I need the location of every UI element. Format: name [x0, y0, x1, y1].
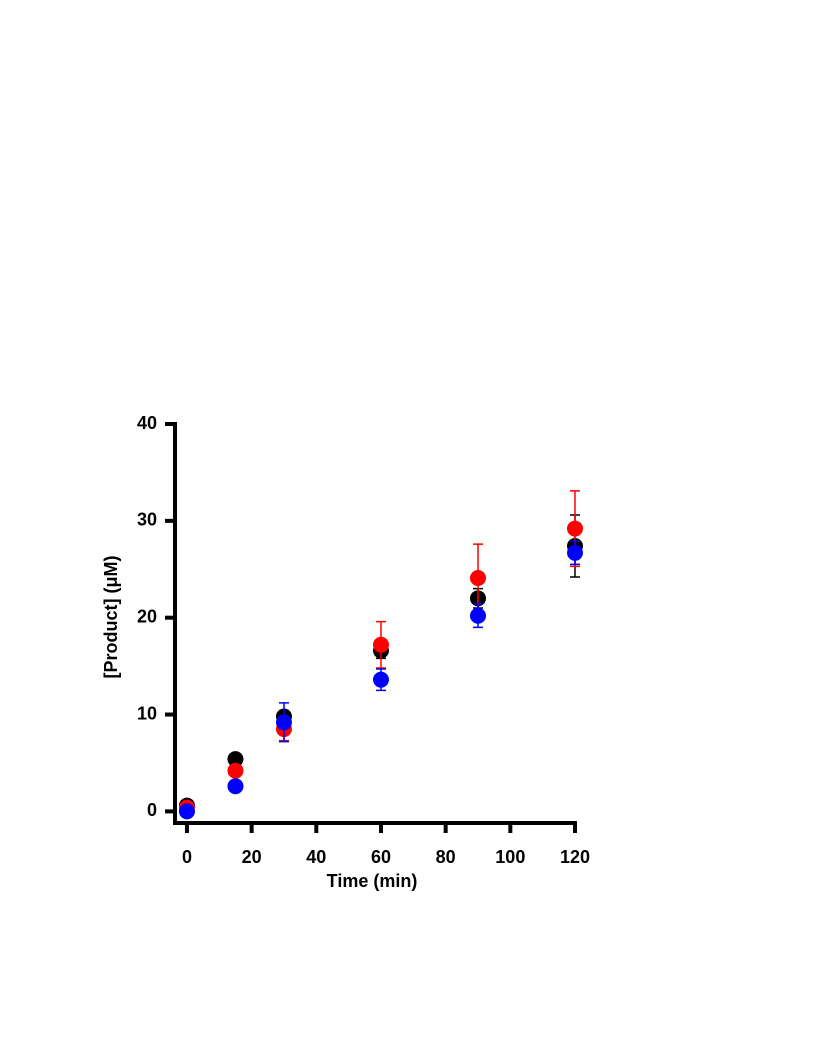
x-tick-label: 100	[495, 847, 525, 867]
point	[372, 671, 389, 688]
x-axis-label: Time (min)	[327, 871, 418, 891]
x-tick-label: 120	[560, 847, 590, 867]
point	[372, 636, 389, 653]
point	[227, 778, 244, 795]
point	[178, 803, 195, 820]
y-tick-label: 0	[147, 800, 157, 820]
x-tick-label: 60	[371, 847, 391, 867]
x-tick-label: 80	[436, 847, 456, 867]
y-tick-label: 10	[137, 703, 157, 723]
y-axis-label: [Product] (μM)	[101, 556, 121, 679]
point	[469, 569, 486, 586]
point	[469, 607, 486, 624]
point	[275, 714, 292, 731]
point	[567, 520, 583, 537]
point	[227, 751, 244, 768]
y-tick-label: 40	[137, 413, 157, 433]
y-tick-label: 20	[137, 606, 157, 626]
point	[567, 544, 583, 561]
x-tick-label: 0	[182, 847, 192, 867]
x-tick-label: 40	[306, 847, 326, 867]
point	[227, 762, 244, 779]
x-tick-label: 20	[242, 847, 262, 867]
y-tick-label: 30	[137, 510, 157, 530]
